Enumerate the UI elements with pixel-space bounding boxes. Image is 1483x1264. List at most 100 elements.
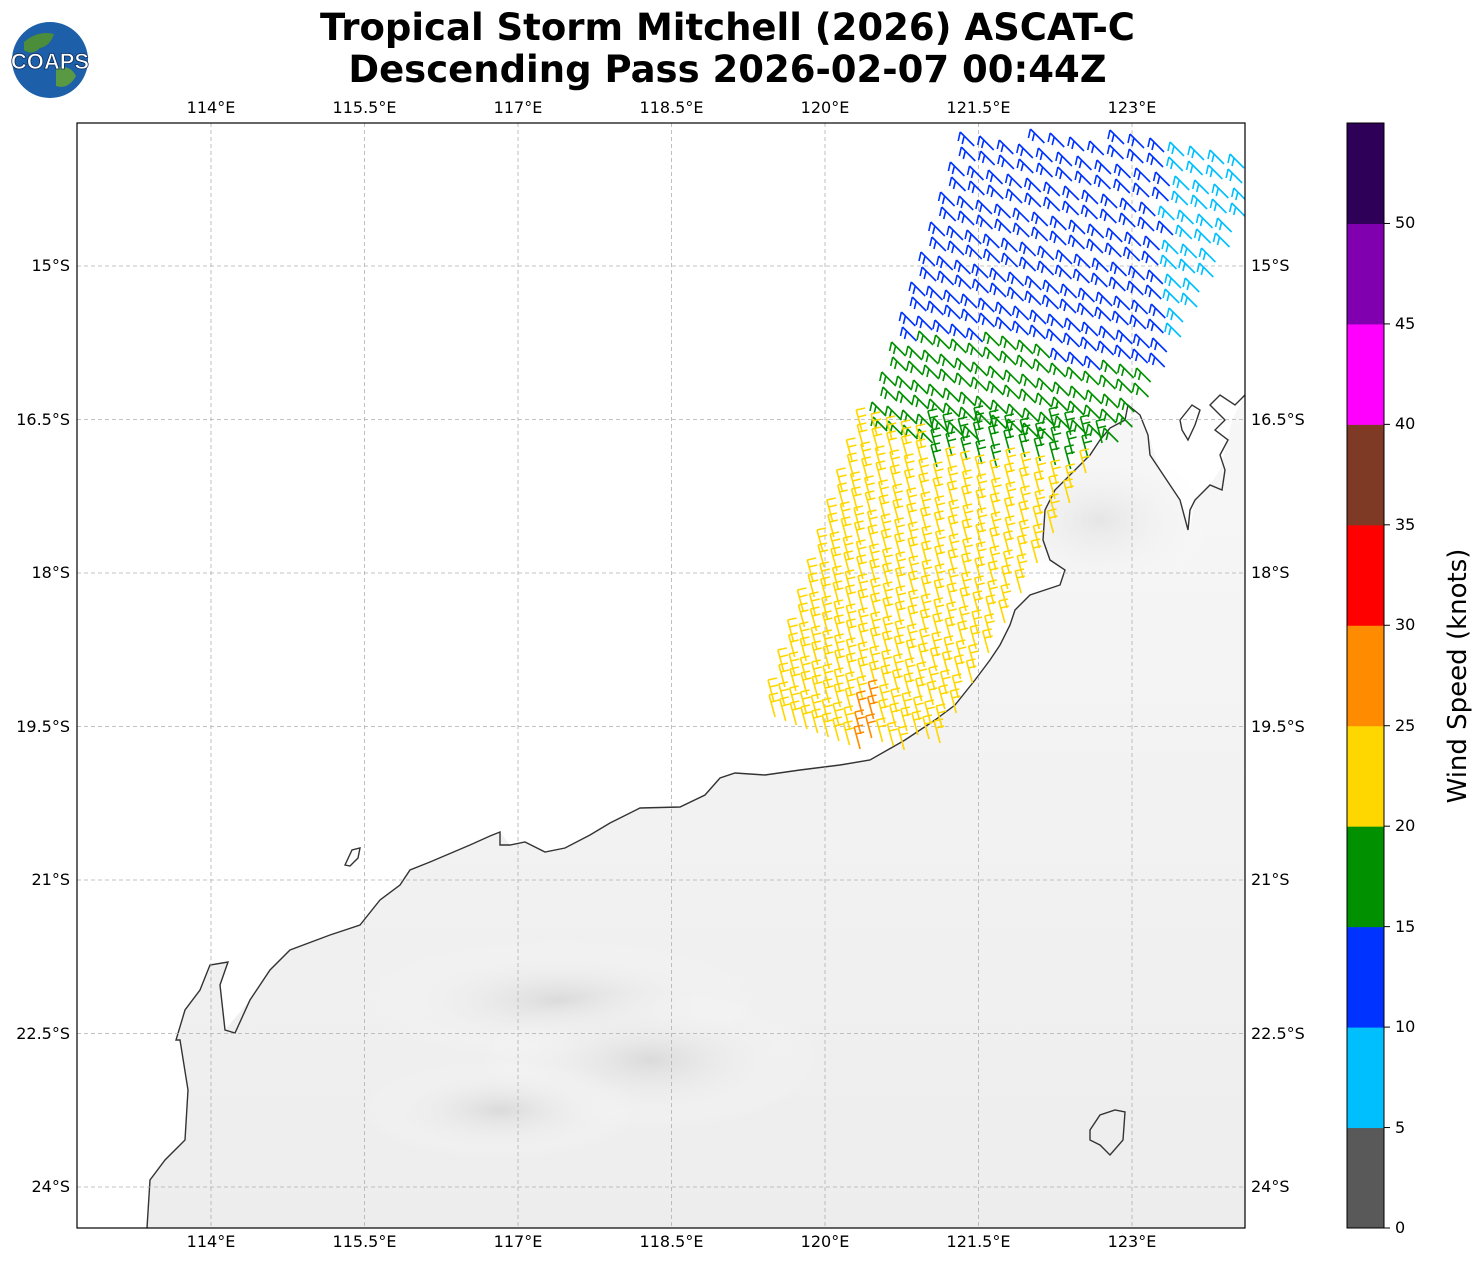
wind-barb xyxy=(1049,347,1068,363)
wind-barb xyxy=(973,405,985,431)
wind-barb xyxy=(1055,249,1073,265)
wind-barb xyxy=(1059,298,1077,314)
left-lat-label: 16.5°S xyxy=(16,409,70,429)
wind-barb xyxy=(1214,217,1233,233)
colorbar-tick-label: 20 xyxy=(1395,816,1416,836)
colorbar-bin xyxy=(1347,625,1384,727)
wind-barb xyxy=(1113,295,1131,311)
wind-barb xyxy=(962,537,973,563)
wind-barb xyxy=(967,180,985,196)
colorbar-tick-label: 10 xyxy=(1395,1017,1416,1037)
wind-barb xyxy=(768,692,780,718)
wind-barb xyxy=(857,573,869,599)
wind-barbs xyxy=(767,128,1245,751)
wind-barb xyxy=(922,364,940,380)
wind-barb xyxy=(1156,220,1174,236)
wind-barb xyxy=(936,270,955,286)
colorbar-bin xyxy=(1347,1027,1384,1129)
wind-barb xyxy=(882,581,894,607)
wind-barb xyxy=(1175,224,1193,240)
wind-barb xyxy=(1100,359,1118,375)
right-lat-label: 19.5°S xyxy=(1251,716,1305,736)
wind-barb xyxy=(1117,363,1135,379)
wind-barb xyxy=(1018,256,1037,272)
wind-barb xyxy=(853,505,865,531)
wind-barb xyxy=(1081,189,1099,205)
wind-barb xyxy=(845,603,857,629)
wind-barb xyxy=(1029,309,1047,325)
land-imagery xyxy=(147,395,1245,1228)
wind-barb xyxy=(1147,352,1166,368)
wind-barb xyxy=(877,698,889,724)
wind-barb xyxy=(844,569,856,595)
wind-barb xyxy=(1012,222,1030,238)
wind-barb xyxy=(1106,144,1125,160)
wind-barb xyxy=(1178,258,1196,274)
wind-barb xyxy=(1117,397,1135,413)
wind-barb xyxy=(1162,288,1180,304)
wind-barb xyxy=(1138,201,1156,217)
wind-barb xyxy=(915,315,933,331)
wind-barb xyxy=(990,443,1002,469)
wind-barb xyxy=(1023,177,1042,193)
wind-barb xyxy=(1074,170,1092,186)
wind-barb xyxy=(1012,207,1030,223)
wind-barb xyxy=(965,658,977,684)
wind-barb xyxy=(941,650,953,676)
wind-barb xyxy=(915,423,927,449)
wind-barb xyxy=(920,491,932,517)
wind-barb xyxy=(821,595,833,621)
wind-barb xyxy=(1004,173,1023,189)
wind-barb xyxy=(911,394,929,410)
wind-barb xyxy=(1164,273,1182,289)
wind-barb xyxy=(1080,204,1099,220)
wind-barb xyxy=(844,671,856,697)
colorbar-bin xyxy=(1347,725,1384,827)
wind-barb xyxy=(922,714,934,740)
wind-barb xyxy=(1000,583,1012,609)
wind-barb xyxy=(1016,143,1034,159)
wind-barb xyxy=(864,713,876,739)
wind-barb xyxy=(921,525,933,551)
wind-barb xyxy=(798,621,810,647)
left-lat-label: 19.5°S xyxy=(16,716,70,736)
wind-barb xyxy=(1211,183,1229,199)
wind-barb xyxy=(912,695,924,721)
wind-barb xyxy=(949,688,961,714)
wind-barb xyxy=(1228,202,1245,218)
wind-barb xyxy=(845,637,857,663)
wind-barb xyxy=(964,229,982,245)
wind-barb xyxy=(1101,393,1119,409)
wind-barb xyxy=(1113,178,1131,194)
wind-barb xyxy=(1081,433,1093,459)
wind-barb xyxy=(1034,421,1046,447)
wind-barb xyxy=(958,605,970,631)
colorbar-bin xyxy=(1347,826,1384,928)
wind-barb xyxy=(1035,455,1047,481)
wind-barb xyxy=(1198,247,1216,263)
wind-barb xyxy=(799,689,811,715)
wind-barb xyxy=(789,700,801,726)
wind-barb xyxy=(1035,162,1054,178)
wind-barb xyxy=(1046,313,1064,329)
wind-barb xyxy=(924,699,936,725)
wind-barb xyxy=(832,701,844,727)
wind-barb xyxy=(905,345,923,361)
wind-barb xyxy=(955,639,967,665)
wind-barb xyxy=(1005,447,1017,473)
wind-barb xyxy=(1142,235,1161,251)
wind-barb xyxy=(808,591,820,617)
wind-barb xyxy=(1170,190,1189,206)
wind-barb xyxy=(1090,272,1108,288)
wind-barb xyxy=(1185,160,1204,176)
top-lon-label: 117°E xyxy=(493,98,543,117)
wind-barb xyxy=(926,300,944,316)
wind-barb xyxy=(870,411,882,437)
wind-barb xyxy=(1124,231,1142,247)
wind-barb xyxy=(806,557,818,583)
colorbar-tick-label: 35 xyxy=(1395,514,1416,534)
wind-barb xyxy=(951,673,963,699)
wind-barb xyxy=(1133,367,1152,383)
wind-barb xyxy=(1086,238,1104,254)
wind-barb xyxy=(1018,388,1037,404)
